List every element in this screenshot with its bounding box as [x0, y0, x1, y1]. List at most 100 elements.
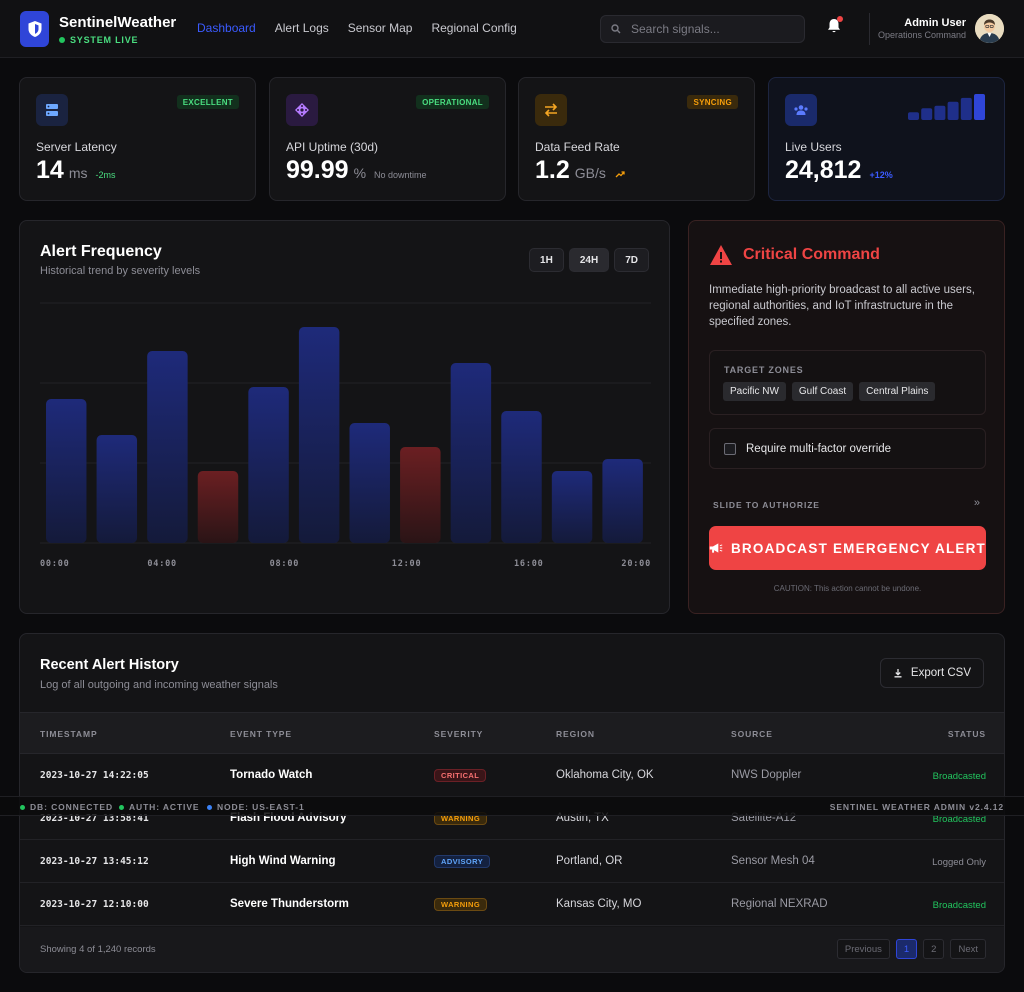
network-icon — [286, 94, 318, 126]
caution-text: CAUTION: This action cannot be undone. — [773, 584, 922, 593]
range-1h-button[interactable]: 1H — [529, 248, 564, 272]
table-row[interactable]: 2023-10-27 13:45:12 High Wind Warning AD… — [20, 840, 1004, 883]
node-status: NODE: US-EAST-1 — [207, 802, 305, 812]
critical-command-card: Critical Command Immediate high-priority… — [688, 220, 1005, 614]
chart-bar-0800 — [248, 387, 289, 543]
chart-subtitle: Historical trend by severity levels — [40, 265, 201, 277]
chart-x-tick-label: 12:00 — [392, 559, 422, 569]
stat-label: Server Latency — [36, 140, 117, 154]
app-version: SENTINEL WEATHER ADMIN v2.4.12 — [829, 802, 1004, 812]
chart-bar-0600 — [197, 471, 239, 543]
main-nav: Dashboard Alert Logs Sensor Map Regional… — [197, 21, 517, 35]
stat-value: 99.99 % No downtime — [286, 156, 427, 185]
col-status[interactable]: STATUS — [947, 729, 986, 739]
stat-number: 1.2 — [535, 156, 570, 184]
col-severity[interactable]: SEVERITY — [434, 729, 484, 739]
pagination: Previous 1 2 Next — [836, 939, 986, 959]
mfa-override-row[interactable]: Require multi-factor override — [709, 428, 986, 469]
cell-region: Oklahoma City, OK — [556, 769, 654, 781]
top-header: SentinelWeather SYSTEM LIVE Dashboard Al… — [0, 0, 1024, 58]
sparkline-bar — [960, 97, 972, 120]
col-region[interactable]: REGION — [556, 729, 595, 739]
db-status: DB: CONNECTED — [20, 802, 113, 812]
chart-bar-1200 — [349, 423, 390, 543]
sparkline-bar — [921, 108, 933, 120]
table-header: TIMESTAMP EVENT TYPE SEVERITY REGION SOU… — [20, 712, 1004, 754]
status-badge: SYNCING — [687, 95, 738, 109]
download-icon — [894, 669, 902, 678]
cell-event: Tornado Watch — [230, 769, 313, 781]
stat-card-live-users: Live Users 24,812 +12% — [768, 77, 1005, 201]
col-source[interactable]: SOURCE — [731, 729, 773, 739]
node-status-dot-icon — [207, 804, 212, 810]
cell-timestamp: 2023-10-27 13:45:12 — [40, 856, 149, 867]
stat-delta: +12% — [869, 170, 893, 180]
stat-label: Data Feed Rate — [535, 140, 620, 154]
stat-label: API Uptime (30d) — [286, 140, 379, 154]
cell-region: Portland, OR — [556, 855, 623, 867]
stat-unit: ms — [68, 165, 88, 181]
chart-bar-1600 — [450, 363, 492, 543]
nav-sensor-map[interactable]: Sensor Map — [347, 21, 413, 35]
search-icon — [611, 24, 621, 34]
cell-source: NWS Doppler — [731, 769, 802, 781]
range-24h-button[interactable]: 24H — [568, 248, 610, 272]
stat-note: No downtime — [374, 170, 427, 180]
alert-frequency-card: Alert Frequency Historical trend by seve… — [19, 220, 670, 614]
sparkline-bar — [974, 94, 985, 120]
status-dot-icon — [59, 37, 65, 43]
severity-badge: ADVISORY — [434, 855, 491, 868]
zone-tag[interactable]: Gulf Coast — [791, 382, 854, 401]
chart-bar-1400 — [400, 447, 441, 543]
notification-bell-icon[interactable] — [825, 17, 843, 35]
status-badge: EXCELLENT — [176, 95, 239, 109]
table-row[interactable]: 2023-10-27 14:22:05 Tornado Watch CRITIC… — [20, 754, 1004, 797]
record-count: Showing 4 of 1,240 records — [40, 944, 156, 955]
cell-timestamp: 2023-10-27 12:10:00 — [40, 899, 149, 910]
cell-source: Sensor Mesh 04 — [731, 855, 815, 867]
page-1-button[interactable]: 1 — [895, 939, 918, 959]
range-selector: 1H 24H 7D — [529, 248, 649, 272]
export-label: Export CSV — [910, 667, 971, 679]
table-title: Recent Alert History — [40, 657, 179, 673]
alert-frequency-chart: 00:00 04:00 08:00 12:00 16:00 20:00 — [40, 302, 651, 569]
export-csv-button[interactable]: Export CSV — [879, 658, 984, 688]
table-subtitle: Log of all outgoing and incoming weather… — [40, 679, 278, 691]
status-badge: Broadcasted — [932, 771, 986, 782]
zone-tag[interactable]: Pacific NW — [723, 382, 786, 401]
status-badge: Broadcasted — [932, 814, 986, 825]
table-footer: Showing 4 of 1,240 records Previous 1 2 … — [20, 927, 1004, 972]
col-timestamp[interactable]: TIMESTAMP — [40, 729, 98, 739]
chart-bar-0400 — [147, 351, 188, 543]
system-status-bar: DB: CONNECTED AUTH: ACTIVE NODE: US-EAST… — [0, 796, 1024, 816]
table-row[interactable]: 2023-10-27 12:10:00 Severe Thunderstorm … — [20, 883, 1004, 926]
command-title: Critical Command — [743, 246, 880, 263]
stat-card-uptime: OPERATIONAL API Uptime (30d) 99.99 % No … — [269, 77, 506, 201]
user-name[interactable]: Admin User — [904, 17, 966, 29]
next-page-button[interactable]: Next — [950, 939, 986, 959]
zone-tag[interactable]: Central Plains — [859, 382, 936, 401]
trend-up-icon — [615, 171, 625, 178]
nav-dashboard[interactable]: Dashboard — [197, 21, 256, 35]
db-status-dot-icon — [20, 804, 25, 810]
prev-page-button[interactable]: Previous — [836, 939, 890, 959]
col-event-type[interactable]: EVENT TYPE — [230, 729, 292, 739]
mfa-checkbox[interactable] — [724, 442, 736, 455]
nav-regional-config[interactable]: Regional Config — [431, 21, 517, 35]
search-input[interactable] — [631, 22, 791, 36]
avatar[interactable] — [975, 14, 1004, 43]
zones-label: TARGET ZONES — [724, 365, 804, 375]
severity-badge: CRITICAL — [434, 769, 487, 782]
shield-logo-icon[interactable] — [20, 11, 49, 47]
transfer-icon — [535, 94, 567, 126]
range-7d-button[interactable]: 7D — [614, 248, 649, 272]
nav-alert-logs[interactable]: Alert Logs — [274, 21, 329, 35]
broadcast-alert-button[interactable]: BROADCAST EMERGENCY ALERT — [709, 526, 986, 570]
warning-triangle-icon — [710, 245, 732, 265]
notification-dot-icon — [837, 16, 843, 22]
severity-badge: WARNING — [434, 898, 488, 911]
sparkline-bar — [908, 112, 919, 120]
page-2-button[interactable]: 2 — [923, 939, 945, 959]
user-role: Operations Command — [877, 30, 966, 40]
stat-value: 1.2 GB/s — [535, 156, 625, 185]
